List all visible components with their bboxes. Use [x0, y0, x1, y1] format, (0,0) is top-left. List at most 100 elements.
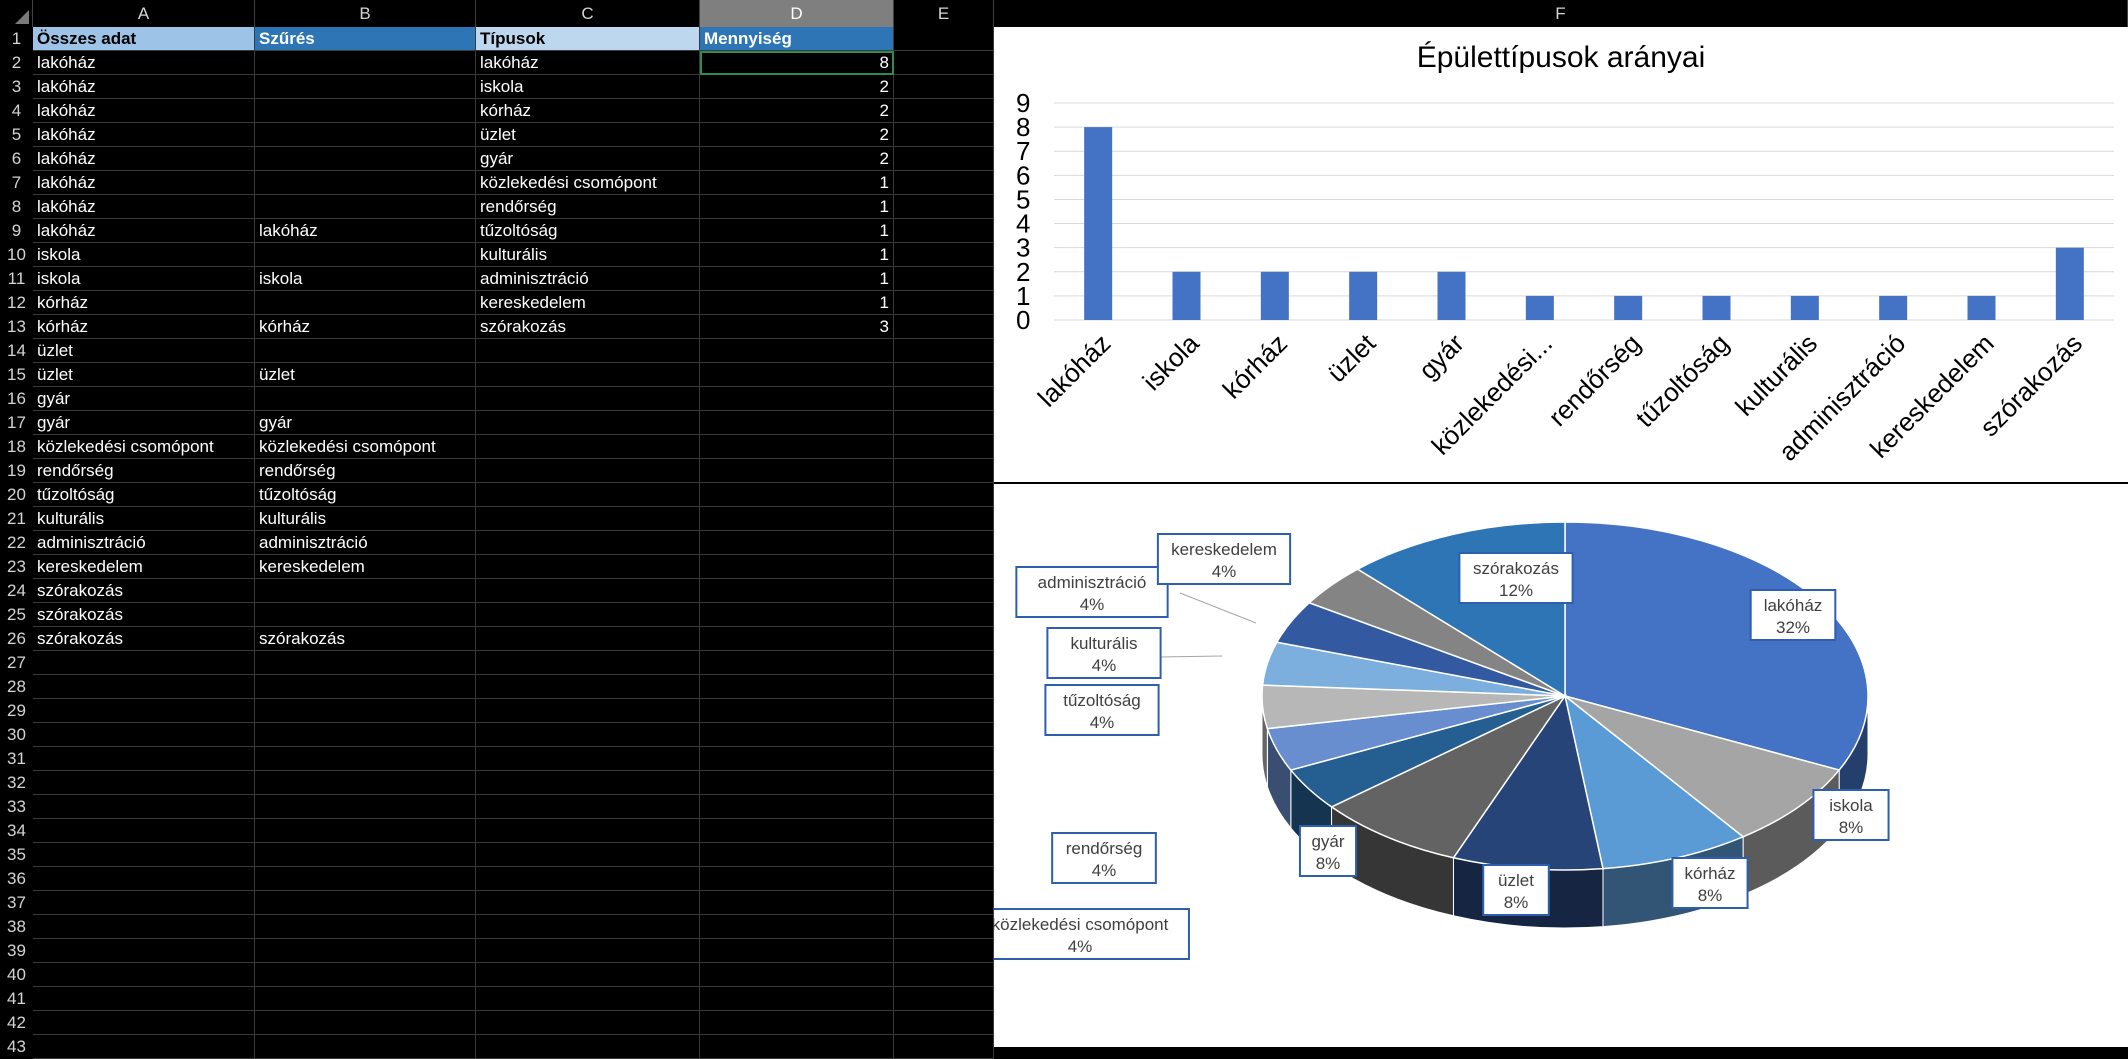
cell-b10[interactable] — [255, 243, 476, 267]
cell-e3[interactable] — [894, 75, 994, 99]
select-all-corner[interactable] — [0, 0, 33, 27]
cell-c27[interactable] — [476, 651, 700, 675]
row-header-38[interactable]: 38 — [0, 915, 33, 939]
cell-c40[interactable] — [476, 963, 700, 987]
row-header-16[interactable]: 16 — [0, 387, 33, 411]
cell-a23[interactable]: kereskedelem — [33, 555, 255, 579]
bar-chart[interactable]: Épülettípusok arányai 0 1 2 3 4 5 6 7 8 9 lakóház i… — [994, 27, 2128, 482]
cell-a25[interactable]: szórakozás — [33, 603, 255, 627]
row-header-25[interactable]: 25 — [0, 603, 33, 627]
cell-c23[interactable] — [476, 555, 700, 579]
row-header-17[interactable]: 17 — [0, 411, 33, 435]
cell-c19[interactable] — [476, 459, 700, 483]
row-header-7[interactable]: 7 — [0, 171, 33, 195]
cell-b6[interactable] — [255, 147, 476, 171]
cell-d25[interactable] — [700, 603, 894, 627]
row-header-21[interactable]: 21 — [0, 507, 33, 531]
cell-d8[interactable]: 1 — [700, 195, 894, 219]
cell-e2[interactable] — [894, 51, 994, 75]
cell-a21[interactable]: kulturális — [33, 507, 255, 531]
cell-a31[interactable] — [33, 747, 255, 771]
cell-d5[interactable]: 2 — [700, 123, 894, 147]
cell-e24[interactable] — [894, 579, 994, 603]
cell-b20[interactable]: tűzoltóság — [255, 483, 476, 507]
cell-b25[interactable] — [255, 603, 476, 627]
cell-d40[interactable] — [700, 963, 894, 987]
cell-a16[interactable]: gyár — [33, 387, 255, 411]
cell-b37[interactable] — [255, 891, 476, 915]
column-header-e[interactable]: E — [894, 0, 994, 27]
row-header-18[interactable]: 18 — [0, 435, 33, 459]
row-header-23[interactable]: 23 — [0, 555, 33, 579]
cell-b32[interactable] — [255, 771, 476, 795]
row-header-15[interactable]: 15 — [0, 363, 33, 387]
cell-c15[interactable] — [476, 363, 700, 387]
cell-e33[interactable] — [894, 795, 994, 819]
cell-a17[interactable]: gyár — [33, 411, 255, 435]
cell-a41[interactable] — [33, 987, 255, 1011]
cell-c36[interactable] — [476, 867, 700, 891]
cell-d28[interactable] — [700, 675, 894, 699]
row-header-22[interactable]: 22 — [0, 531, 33, 555]
cell-b31[interactable] — [255, 747, 476, 771]
cell-c26[interactable] — [476, 627, 700, 651]
cell-b40[interactable] — [255, 963, 476, 987]
cell-e42[interactable] — [894, 1011, 994, 1035]
cell-a36[interactable] — [33, 867, 255, 891]
cell-d16[interactable] — [700, 387, 894, 411]
cell-a12[interactable]: kórház — [33, 291, 255, 315]
cell-c2[interactable]: lakóház — [476, 51, 700, 75]
row-header-37[interactable]: 37 — [0, 891, 33, 915]
cell-e35[interactable] — [894, 843, 994, 867]
cell-b21[interactable]: kulturális — [255, 507, 476, 531]
cell-d4[interactable]: 2 — [700, 99, 894, 123]
cell-e31[interactable] — [894, 747, 994, 771]
cell-e30[interactable] — [894, 723, 994, 747]
cell-d27[interactable] — [700, 651, 894, 675]
cell-d43[interactable] — [700, 1035, 894, 1059]
row-header-43[interactable]: 43 — [0, 1035, 33, 1059]
row-header-35[interactable]: 35 — [0, 843, 33, 867]
row-header-28[interactable]: 28 — [0, 675, 33, 699]
cell-e17[interactable] — [894, 411, 994, 435]
cell-e41[interactable] — [894, 987, 994, 1011]
row-header-42[interactable]: 42 — [0, 1011, 33, 1035]
cell-e21[interactable] — [894, 507, 994, 531]
cell-e18[interactable] — [894, 435, 994, 459]
cell-b9[interactable]: lakóház — [255, 219, 476, 243]
row-header-6[interactable]: 6 — [0, 147, 33, 171]
cell-d33[interactable] — [700, 795, 894, 819]
cell-c42[interactable] — [476, 1011, 700, 1035]
cell-c5[interactable]: üzlet — [476, 123, 700, 147]
cell-a28[interactable] — [33, 675, 255, 699]
cell-d12[interactable]: 1 — [700, 291, 894, 315]
cell-b34[interactable] — [255, 819, 476, 843]
row-header-4[interactable]: 4 — [0, 99, 33, 123]
cell-grid[interactable]: Összes adat Szűrés Típusok Mennyiség lakóház… — [33, 27, 994, 1059]
cell-a34[interactable] — [33, 819, 255, 843]
cell-c38[interactable] — [476, 915, 700, 939]
cell-b7[interactable] — [255, 171, 476, 195]
cell-c14[interactable] — [476, 339, 700, 363]
cell-c3[interactable]: iskola — [476, 75, 700, 99]
cell-e7[interactable] — [894, 171, 994, 195]
cell-a8[interactable]: lakóház — [33, 195, 255, 219]
cell-b14[interactable] — [255, 339, 476, 363]
row-header-39[interactable]: 39 — [0, 939, 33, 963]
cell-d30[interactable] — [700, 723, 894, 747]
column-header-a[interactable]: A — [33, 0, 255, 27]
cell-e40[interactable] — [894, 963, 994, 987]
cell-d13[interactable]: 3 — [700, 315, 894, 339]
cell-e28[interactable] — [894, 675, 994, 699]
row-header-19[interactable]: 19 — [0, 459, 33, 483]
cell-b3[interactable] — [255, 75, 476, 99]
cell-a14[interactable]: üzlet — [33, 339, 255, 363]
cell-d29[interactable] — [700, 699, 894, 723]
row-header-32[interactable]: 32 — [0, 771, 33, 795]
row-header-2[interactable]: 2 — [0, 51, 33, 75]
cell-c20[interactable] — [476, 483, 700, 507]
cell-d21[interactable] — [700, 507, 894, 531]
cell-b13[interactable]: kórház — [255, 315, 476, 339]
cell-b19[interactable]: rendőrség — [255, 459, 476, 483]
cell-c37[interactable] — [476, 891, 700, 915]
